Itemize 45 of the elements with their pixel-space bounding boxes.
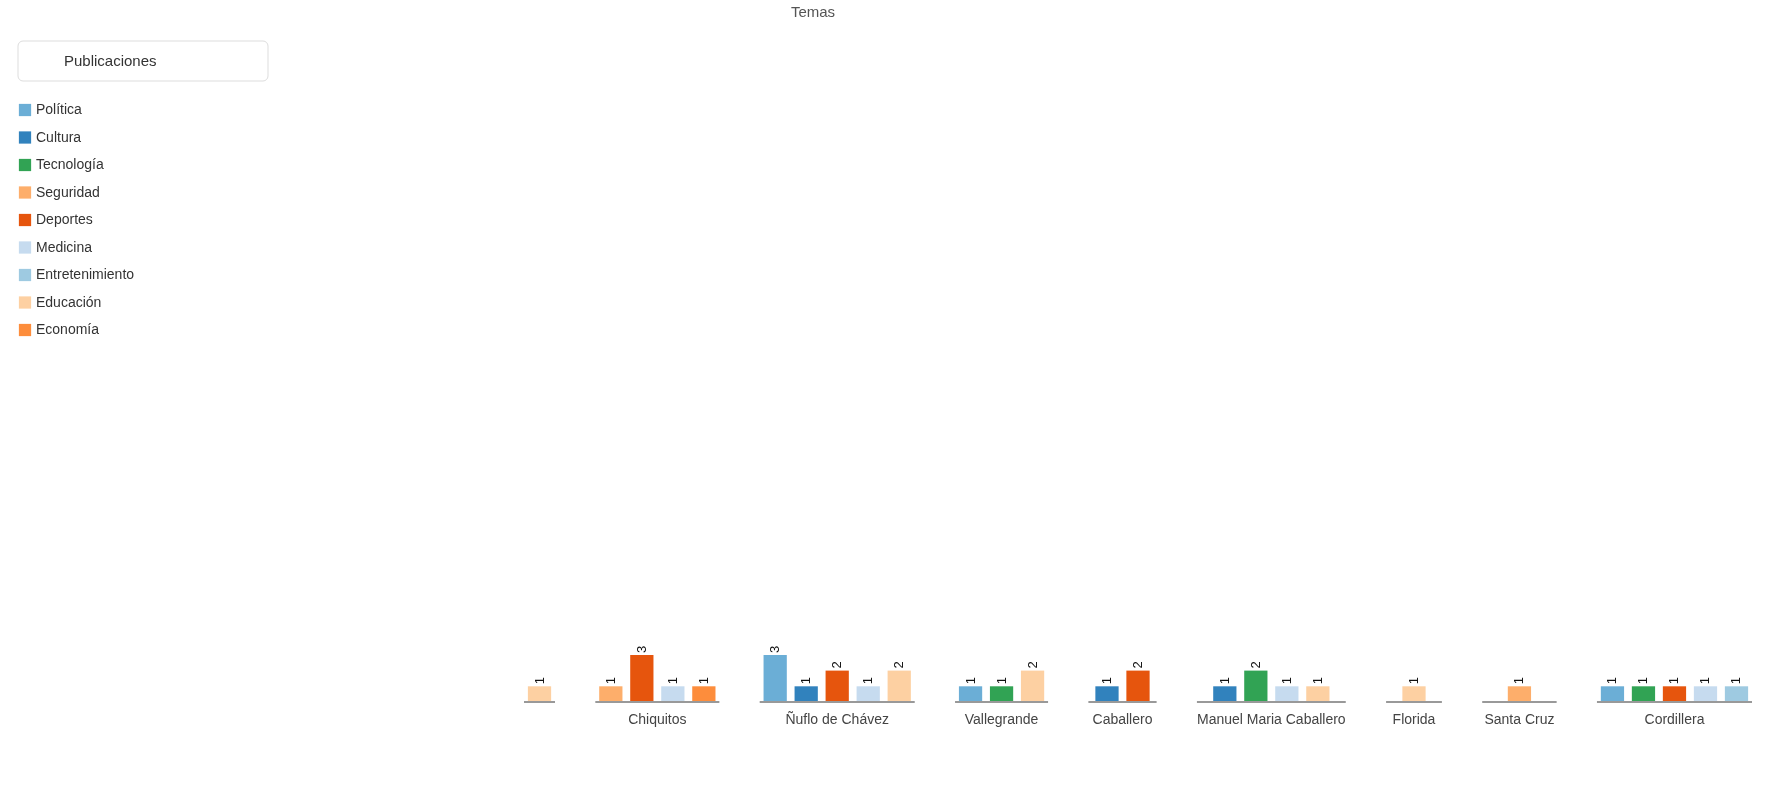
x-tick-label: Ñuflo de Chávez [785,711,889,727]
legend-label: Cultura [36,128,82,145]
text: Publicaciones [64,52,157,69]
data-label: 1 [695,677,711,685]
data-label: 1 [1098,677,1114,685]
x-tick-label: Vallegrande [964,711,1039,727]
data-label: 2 [891,661,907,669]
data-label: 1 [1635,677,1651,685]
data-label: 1 [1216,677,1232,685]
data-label: 1 [1728,677,1744,685]
data-label: 1 [962,677,978,685]
data-label: 1 [1666,677,1682,685]
x-tick-label: Florida [1392,711,1436,727]
data-label: 1 [993,677,1009,685]
x-tick-label: Manuel Maria Caballero [1197,711,1346,727]
chart-title: Temas [790,3,836,20]
x-tick-label: Santa Cruz [1484,711,1555,727]
data-label: 2 [1130,661,1145,669]
data-label: 1 [1511,677,1527,685]
data-label: 1 [1309,677,1325,685]
data-label: 2 [1024,661,1040,669]
legend-label: Seguridad [36,183,100,200]
data-label: 2 [829,661,845,669]
x-tick-label: Chiquitos [628,711,687,727]
legend-label: Entretenimiento [36,266,135,282]
data-label: 1 [602,677,618,685]
legend-label: Deportes [36,211,93,227]
x-tick-label: Cordillera [1644,711,1705,727]
data-label: 3 [633,645,649,653]
x-tick-label: Caballero [1092,711,1153,727]
data-label: 1 [664,677,680,685]
legend-label: Tecnología [36,156,104,172]
data-label: 2 [1247,661,1263,669]
data-label: 1 [1405,677,1421,685]
data-label: 3 [767,645,783,653]
legend-label: Economía [36,321,100,337]
data-label: 1 [798,677,814,685]
data-label: 1 [1697,677,1713,685]
data-label: 1 [531,677,547,685]
legend-label: Medicina [36,238,93,255]
legend-label: Política [36,101,83,117]
data-label: 1 [1278,677,1294,685]
data-label: 1 [860,677,876,685]
legend-label: Educación [36,293,102,310]
data-label: 1 [1604,677,1620,685]
